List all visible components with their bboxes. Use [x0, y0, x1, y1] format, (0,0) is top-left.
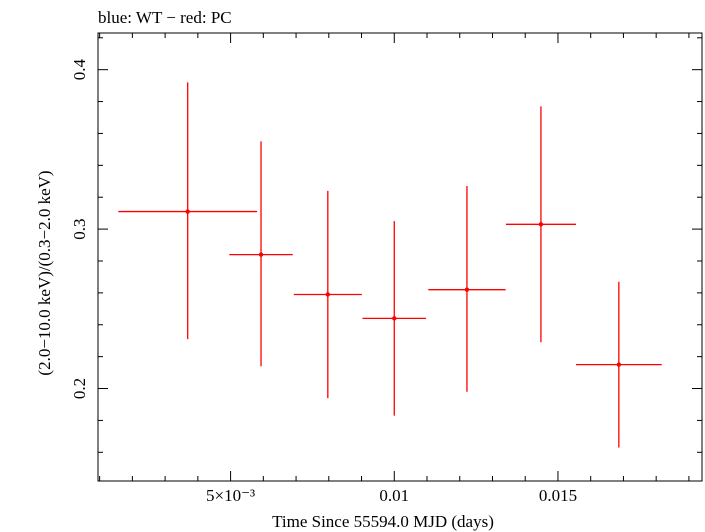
data-point [575, 281, 662, 448]
x-tick-label: 0.01 [379, 486, 409, 505]
y-tick-label: 0.4 [70, 59, 89, 81]
point-marker [616, 362, 622, 367]
x-axis-label: Time Since 55594.0 MJD (days) [272, 512, 494, 531]
data-series [118, 82, 662, 448]
point-marker [392, 316, 397, 321]
data-point [428, 186, 506, 392]
data-point [293, 190, 362, 399]
data-point [505, 106, 576, 343]
y-axis-label: (2.0−10.0 keV)/(0.3−2.0 keV) [35, 170, 54, 375]
chart-title: blue: WT − red: PC [98, 8, 232, 27]
point-marker [325, 292, 331, 297]
plot-frame [97, 32, 703, 482]
y-tick-label: 0.3 [70, 218, 89, 239]
axes: 0.2 0.3 0.4 5×10⁻³ 0.01 0.015 [70, 33, 702, 505]
x-tick-label: 0.015 [539, 486, 577, 505]
point-marker [258, 252, 264, 257]
x-tick-label: 5×10⁻³ [206, 486, 255, 505]
y-tick-label: 0.2 [70, 378, 89, 399]
point-marker [464, 287, 470, 292]
data-point [229, 141, 293, 367]
data-point [362, 221, 427, 416]
data-point [118, 82, 258, 340]
point-marker [185, 209, 190, 214]
point-marker [538, 222, 544, 227]
